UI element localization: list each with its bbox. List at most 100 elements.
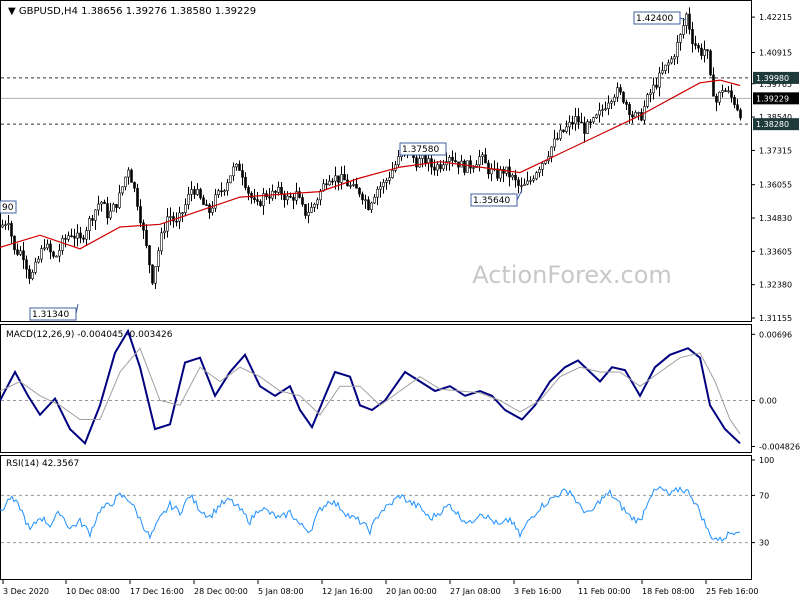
candle	[22, 241, 25, 270]
candle-body	[49, 243, 52, 253]
candle	[709, 49, 712, 77]
annotation-label: 90	[2, 203, 14, 213]
candle-body	[94, 209, 97, 221]
candle	[436, 161, 439, 177]
candle-body	[508, 166, 511, 178]
candle-body	[361, 193, 364, 201]
candle	[247, 185, 250, 201]
candle	[97, 195, 100, 216]
candle	[1, 219, 4, 229]
candle	[478, 149, 481, 172]
candle	[532, 175, 535, 183]
candle-body	[37, 258, 40, 263]
candle	[664, 64, 667, 74]
candle	[214, 188, 217, 212]
candle-body	[70, 235, 73, 237]
candle-body	[139, 206, 142, 224]
candle	[610, 99, 613, 110]
candle-body	[499, 169, 502, 179]
candle	[559, 124, 562, 141]
candle	[73, 228, 76, 247]
candle-body	[253, 197, 256, 200]
candle	[85, 226, 88, 246]
candle-body	[145, 229, 148, 247]
candle	[82, 234, 85, 243]
candle-body	[739, 109, 742, 119]
candle	[568, 115, 571, 136]
candle	[304, 203, 307, 219]
candle	[112, 202, 115, 212]
price-ytick-label: 1.37315	[759, 146, 792, 155]
candle-body	[679, 34, 682, 43]
candle-body	[64, 238, 67, 240]
candle-body	[661, 70, 664, 74]
candle-body	[517, 179, 520, 186]
candle-body	[85, 230, 88, 240]
candle-body	[583, 122, 586, 134]
candle	[727, 86, 730, 94]
rsi-line	[0, 485, 741, 542]
candle	[148, 244, 151, 274]
candle-body	[724, 90, 727, 92]
candle	[565, 120, 568, 134]
candle	[718, 91, 721, 106]
candle-body	[664, 64, 667, 71]
candle-body	[205, 204, 208, 206]
annotation-box	[470, 193, 518, 207]
candle	[553, 129, 556, 151]
price-ytick-label: 1.32380	[759, 281, 792, 290]
candle-body	[514, 174, 517, 181]
candle-body	[523, 183, 526, 186]
candle	[310, 202, 313, 213]
candle	[244, 172, 247, 191]
x-tick-label: 27 Jan 08:00	[450, 587, 501, 596]
candle-body	[712, 74, 715, 97]
symbol-header: ▼ GBPUSD,H4 1.38656 1.39276 1.38580 1.39…	[8, 6, 256, 17]
candle-body	[52, 251, 55, 257]
candle-body	[148, 245, 151, 266]
candle	[646, 92, 649, 109]
candle	[10, 220, 13, 244]
candle-body	[163, 230, 166, 234]
candle	[202, 194, 205, 205]
candle-body	[730, 90, 733, 98]
macd-ytick-label: 0.00696	[759, 330, 792, 339]
candle-body	[22, 250, 25, 261]
candle-body	[337, 175, 340, 183]
candle-body	[454, 160, 457, 163]
candle	[31, 269, 34, 281]
candle	[691, 21, 694, 53]
candle	[502, 166, 505, 183]
candle	[88, 215, 91, 240]
candle	[94, 209, 97, 230]
candle	[463, 159, 466, 176]
candle-body	[193, 189, 196, 195]
candle-body	[31, 271, 34, 279]
macd-ytick-label: -0.004826	[759, 442, 800, 451]
candle	[157, 247, 160, 272]
candle-body	[616, 87, 619, 98]
candle	[79, 226, 82, 244]
candle	[658, 66, 661, 97]
candle-body	[559, 129, 562, 139]
candle	[106, 196, 109, 225]
candle-body	[634, 112, 637, 118]
annotation-label: 1.42400	[636, 14, 673, 24]
candle-body	[307, 212, 310, 216]
candle-body	[262, 193, 265, 206]
x-tick-label: 28 Dec 00:00	[194, 587, 248, 596]
candle	[196, 183, 199, 196]
candle-body	[607, 102, 610, 109]
candle	[127, 167, 130, 185]
candle	[379, 181, 382, 198]
candle-body	[235, 163, 238, 168]
candle	[235, 163, 238, 171]
candle	[238, 160, 241, 171]
candle	[103, 199, 106, 204]
macd-line	[0, 328, 741, 446]
price-panel-frame	[0, 0, 752, 322]
candle	[124, 176, 127, 191]
candle	[7, 215, 10, 231]
candle-body	[340, 174, 343, 183]
